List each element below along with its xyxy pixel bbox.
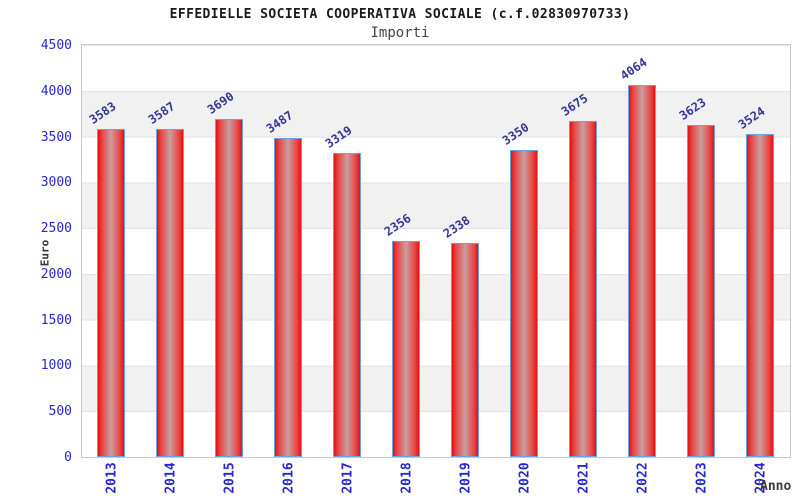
bar-value-label: 4064 (617, 55, 650, 83)
bar-value-label: 3350 (499, 120, 532, 148)
y-tick-label: 3000 (40, 175, 72, 191)
bar-value-label: 3319 (322, 123, 355, 151)
bar-value-label: 2356 (381, 211, 414, 239)
bar-2014 (156, 129, 184, 457)
bar-value-label: 3487 (263, 108, 296, 136)
bar-2020 (510, 150, 538, 457)
x-tick-label: 2013 (104, 462, 119, 494)
x-tick-label: 2014 (163, 462, 178, 494)
y-axis-title: Euro (38, 239, 52, 267)
x-tick-label: 2018 (399, 462, 414, 494)
bar-value-label: 3623 (676, 95, 709, 123)
bar-value-label: 2338 (440, 213, 473, 241)
y-tick-label: 2000 (40, 266, 72, 282)
x-tick-label: 2016 (281, 462, 296, 494)
y-tick-label: 500 (48, 404, 72, 420)
y-tick-label: 0 (64, 450, 72, 465)
y-tick-label: 1000 (40, 358, 72, 374)
bar-2018 (392, 241, 420, 457)
x-tick-label: 2019 (458, 462, 473, 494)
bar-2022 (628, 85, 656, 457)
x-tick-label: 2020 (517, 462, 532, 494)
bar-2015 (215, 119, 243, 457)
y-tick-label: 3500 (40, 129, 72, 145)
bar-2024 (746, 134, 774, 457)
y-tick-label: 2500 (40, 221, 72, 237)
bar-2013 (97, 129, 125, 457)
bar-2019 (451, 243, 479, 457)
bar-value-label: 3524 (735, 104, 768, 132)
plot-area: 3583 3587 3690 3487 3319 2356 2338 3350 3675 4064… (81, 44, 791, 458)
chart-subtitle: Importi (370, 25, 430, 41)
x-tick-label: 2021 (576, 462, 591, 494)
x-tick-label: 2017 (340, 462, 355, 494)
bar-value-label: 3675 (558, 91, 591, 119)
x-axis-title: Anno (760, 479, 792, 494)
bar-2016 (274, 138, 302, 457)
bar-2021 (569, 121, 597, 457)
y-tick-label: 1500 (40, 312, 72, 328)
bar-value-label: 3583 (86, 99, 119, 127)
bar-2017 (333, 153, 361, 457)
y-tick-label: 4000 (40, 83, 72, 99)
bar-value-label: 3587 (145, 99, 178, 127)
bar-value-label: 3690 (204, 89, 237, 117)
x-tick-label: 2022 (635, 462, 650, 494)
y-tick-label: 4500 (40, 38, 72, 53)
bar-2023 (687, 125, 715, 457)
chart-title: EFFEDIELLE SOCIETA COOPERATIVA SOCIALE (… (169, 7, 631, 22)
x-tick-label: 2023 (694, 462, 709, 494)
x-tick-label: 2015 (222, 462, 237, 494)
y-axis-tick-labels: 0 500 1000 1500 2000 2500 3000 3500 4000 4500 (0, 38, 72, 465)
